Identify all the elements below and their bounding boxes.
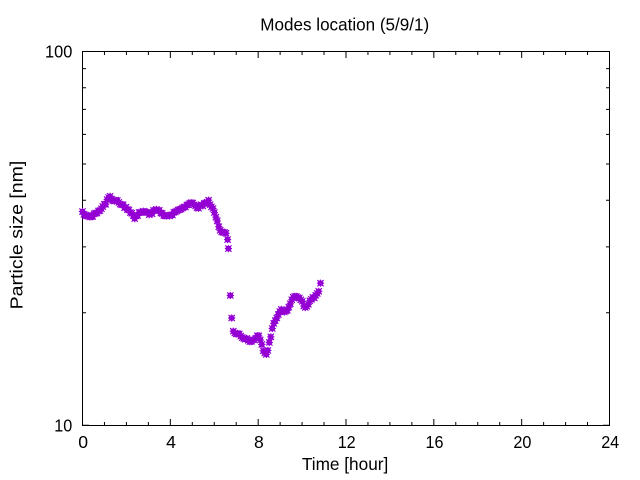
svg-text:Particle size [nm]: Particle size [nm] [7,161,27,310]
svg-text:10: 10 [54,416,72,436]
svg-text:4: 4 [166,432,176,452]
svg-text:Modes location (5/9/1): Modes location (5/9/1) [260,15,429,35]
svg-text:16: 16 [426,432,444,452]
svg-text:20: 20 [513,432,531,452]
svg-text:100: 100 [45,41,73,61]
svg-text:24: 24 [601,432,619,452]
svg-text:8: 8 [254,432,264,452]
svg-text:Time [hour]: Time [hour] [302,454,388,474]
svg-text:12: 12 [338,432,356,452]
svg-text:0: 0 [78,432,88,452]
